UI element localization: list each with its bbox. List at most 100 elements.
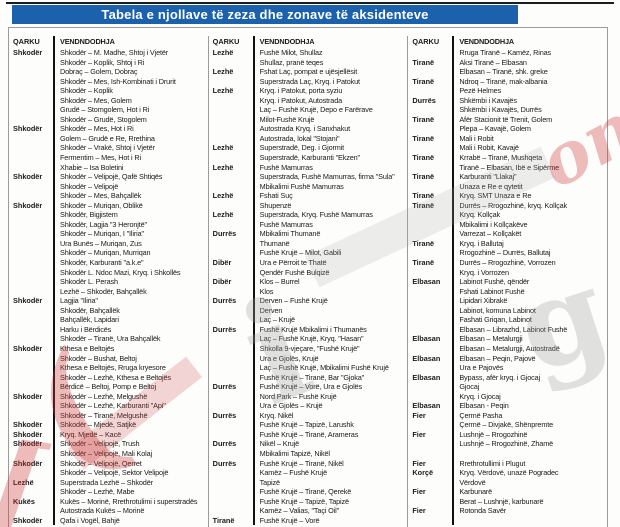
district-cell: Korçë: [408, 468, 455, 478]
table-row: Kukës Kukës – Morinë, Rrethrotulimi i sup…: [9, 496, 208, 507]
top-border-line: [6, 2, 614, 4]
table-row: Fier Çermë Pasha: [408, 410, 607, 421]
district-cell: Durrës: [209, 410, 255, 421]
location-cell: Fshat Laç, pompat e ujësjellësit: [259, 67, 358, 77]
district-cell: [209, 372, 255, 383]
table-row: Tiranë Durrës – Rrogozhinë, Vorrozen: [408, 258, 607, 268]
table-row: Varrezat – Kollçakët: [408, 229, 607, 239]
table-row: Gjocaj: [408, 382, 607, 392]
district-cell: [9, 95, 55, 106]
district-cell: [408, 343, 455, 354]
table-row: Fushë Krujë – Tapizë, Larushk: [209, 420, 408, 430]
location-cell: Autostrada Kukës – Morinë: [60, 506, 145, 516]
district-cell: [209, 57, 255, 68]
location-cell: Nikël – Krujë: [259, 439, 300, 449]
table-row: Dibër Klos – Burrel: [209, 277, 408, 287]
location-cell: Superstradë, Deg. i Gjormit: [259, 143, 345, 153]
district-cell: Durrës: [209, 439, 255, 449]
location-cell: Shkëmbi i Kavajës: [459, 95, 517, 105]
location-cell: Bahçallëk, Lapidari: [60, 315, 119, 325]
district-cell: Lezhë: [209, 48, 255, 58]
table-row: Durrës Derven – Fushë Krujë: [209, 296, 408, 306]
location-cell: Mali i Robit, Kavajë: [459, 143, 519, 153]
table-row: Laç – Fushë Krujë, Depo e Farërave: [209, 105, 408, 115]
location-cell: Durrës – Rrogozhinë, Vorrozen: [459, 258, 556, 268]
table-row: Shkodër – Velipojë: [9, 181, 208, 192]
table-row: Fermentim – Mes, Hot i Ri: [9, 153, 208, 163]
table-row: Elbasan Elbasan – Metalurgji: [408, 334, 607, 344]
table-row: Xhabie – Isa Boletini: [9, 162, 208, 173]
location-cell: Shkodër – Muriqan, Murriqan: [60, 248, 151, 258]
district-cell: [209, 401, 255, 411]
table-row: Dibër Ura e Përroit te Thatë: [209, 258, 408, 268]
location-cell: Laç – Krujë: [259, 315, 295, 325]
table-row: Ura Bunës – Muriqan, Zus: [9, 238, 208, 249]
location-cell: Qendër Fushë Bulqizë: [259, 267, 330, 277]
location-cell: Gjocaj: [459, 382, 480, 392]
district-cell: Durrës: [209, 296, 255, 306]
location-cell: Berat – Lushnjë, karbunarë: [459, 496, 544, 506]
location-cell: Shkodër – Mes, Golem: [60, 95, 132, 105]
table-row: [408, 515, 607, 526]
table-row: Elbasan Elbasan – Peqin, Pajovë: [408, 353, 607, 364]
district-cell: Lezhë: [209, 143, 255, 154]
location-cell: Kryq. i Ballutaj: [459, 238, 504, 248]
table-row: Durrës Fushë Krujë – Vorë, Ura e Gjolës: [209, 382, 408, 392]
district-cell: [9, 153, 55, 163]
location-cell: Autostrada Kryq. i Sanxhakut: [259, 124, 350, 134]
table-row: Fushë Krujë – Tiranë, Qerekë: [209, 487, 408, 497]
district-cell: [408, 324, 455, 335]
location-cell: Lipidari Xibrakë: [459, 296, 508, 306]
table-row: Harku i Bërdicës: [9, 324, 208, 335]
district-cell: Shkodër: [9, 172, 55, 182]
table-row: Superstrada Laç, Kryq. i Patokut: [209, 76, 408, 87]
district-cell: Tiranë: [408, 153, 455, 163]
table-row: Lushnjë – Rrogozhinë, Zhamë: [408, 439, 607, 449]
location-cell: Fushë Krujë – Tiranë, Nikël: [259, 458, 344, 468]
location-cell: Vërdovë: [459, 477, 486, 487]
table-row: Thumanë: [209, 238, 408, 249]
location-cell: Fushë Krujë – Tiranë, Bar "Gjoka": [259, 372, 365, 382]
location-cell: Shkodër, Bigjistem: [60, 210, 118, 220]
district-cell: [209, 343, 255, 354]
table-row: Lezhë Fushë Milot, Shullaz: [209, 48, 408, 58]
location-cell: Shupenzë: [259, 200, 292, 210]
location-cell: Kthesa e Beltojës: [60, 343, 115, 353]
district-cell: [408, 162, 455, 173]
table-row: Fushë Mamurras: [209, 219, 408, 230]
table-row: Shkodër Shkodër – Mes, Hot i Ri: [9, 124, 208, 134]
table-row: Golem – Grudë e Re, Rrethina: [9, 133, 208, 144]
district-cell: [408, 219, 455, 230]
table-row: Autostrada Kryq. i Sanxhakut: [209, 124, 408, 134]
location-cell: Kryq. Vërdovë, unazë Pogradec: [459, 468, 559, 478]
table-row: Shkodër L. Ndoc Mazi, Kryq. i Shkollës: [9, 267, 208, 278]
location-cell: Thumanë: [259, 238, 290, 248]
district-cell: [209, 448, 255, 459]
table-container: QARKU VENDNDODHJA Shkodër Shkodër – M. Ma…: [8, 27, 608, 527]
table-row: Qendër Fushë Bulqizë: [209, 267, 408, 278]
location-cell: Shkodër – Koplik, Shtoj i Ri: [60, 57, 145, 67]
district-cell: [9, 67, 55, 77]
location-cell: Ura Bunës – Muriqan, Zus: [60, 238, 142, 248]
table-row: Shupenzë: [209, 200, 408, 211]
location-cell: Shkodër – M. Madhe, Shtoj i Vjetër: [60, 48, 169, 57]
district-cell: [209, 76, 255, 87]
district-cell: [9, 162, 55, 173]
district-cell: Durrës: [209, 324, 255, 335]
district-cell: [209, 429, 255, 440]
location-cell: Çermë Pasha: [459, 410, 503, 420]
table-row: Durrës Fushë Krujë – Tiranë, Nikël: [209, 458, 408, 469]
table-row: Elbasan – Metalurgji, Autostradë: [408, 343, 607, 354]
district-cell: [408, 515, 455, 526]
district-cell: Fier: [408, 410, 455, 421]
district-cell: [408, 248, 455, 259]
table-row: Fier Lushnjë – Rrogozhinë: [408, 429, 607, 440]
table-row: Shkodër L. Perash: [9, 277, 208, 287]
district-cell: [9, 487, 55, 497]
table-row: Kthesa e Beltojës, Rruga kryesore: [9, 363, 208, 373]
district-cell: [209, 315, 255, 325]
district-cell: [9, 86, 55, 96]
location-cell: Shkodër – Tiranë, Melgushë: [60, 410, 148, 420]
table-row: Tapizë: [209, 477, 408, 488]
table-row: Shkodër – Muriqan, Murriqan: [9, 248, 208, 259]
